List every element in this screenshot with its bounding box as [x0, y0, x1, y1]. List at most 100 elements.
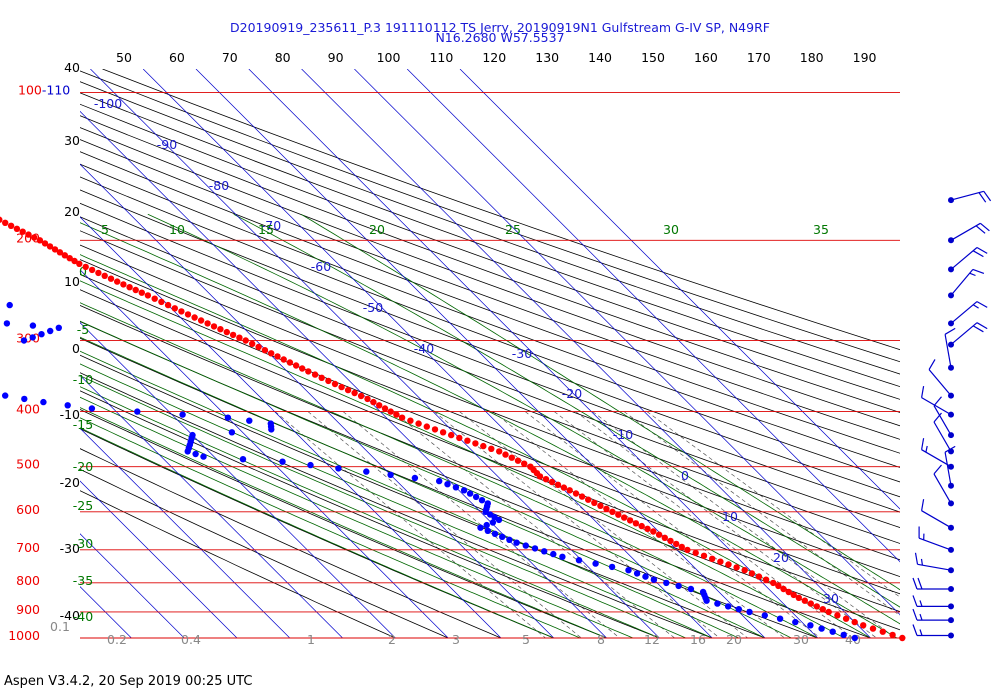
top-axis-label: 180 — [800, 50, 824, 65]
dry-adiabat-line — [80, 490, 396, 639]
dry-adiabat-line — [80, 337, 818, 639]
moist-adiabat-line — [80, 280, 845, 639]
temperature-point — [717, 558, 724, 565]
temperature-point — [496, 448, 503, 455]
pressure-label: 300 — [16, 330, 40, 345]
top-axis-label: 190 — [853, 50, 877, 65]
isotherm-label: -50 — [363, 300, 383, 315]
temperature-point — [655, 531, 663, 538]
moist-adiabat-line — [80, 302, 818, 639]
temperature-point — [869, 625, 877, 632]
wind-barb-staff — [921, 510, 952, 529]
wind-barb-flag — [921, 499, 925, 511]
dewpoint-point — [541, 548, 548, 555]
temperature-point — [51, 246, 59, 253]
dry-adiabat-line — [80, 372, 713, 639]
temperature-point — [364, 395, 371, 403]
top-axis-label: 120 — [482, 50, 506, 65]
wind-barb-flag — [917, 577, 923, 590]
temperature-point — [650, 528, 657, 535]
pressure-label: 800 — [16, 573, 40, 588]
temperature-point — [415, 420, 422, 427]
moist-adiabat-label: 35 — [813, 222, 829, 237]
wind-barb-flag — [928, 359, 936, 370]
temperature-point — [370, 398, 377, 406]
wind-barb-flag — [972, 268, 985, 274]
dewpoint-point — [192, 450, 199, 458]
dry-adiabat-line — [80, 81, 900, 375]
wind-barb-flag — [919, 613, 923, 621]
temperature-point — [748, 570, 756, 577]
temperature-point — [66, 255, 73, 262]
wind-barb-flag — [972, 250, 984, 258]
wind-barbs — [912, 190, 992, 639]
top-axis-label: 50 — [116, 50, 132, 65]
temperature-point — [292, 362, 300, 369]
pressure-label: 500 — [16, 457, 40, 472]
dry-adiabat-line — [80, 202, 900, 513]
moist-adiabat-label: 15 — [258, 222, 274, 237]
wind-barb-flag — [972, 304, 979, 309]
temperature-point — [813, 603, 820, 610]
dry-adiabat-line — [80, 216, 900, 528]
isotherm-line — [90, 69, 660, 639]
temperature-point — [638, 522, 645, 530]
isotherm-line — [80, 110, 607, 639]
left-axis-label: -20 — [60, 475, 80, 490]
dewpoint-point — [47, 327, 54, 335]
dewpoint-point — [472, 493, 480, 501]
temperature-point — [88, 266, 96, 274]
temperature-point — [407, 417, 414, 424]
isotherm-label: -70 — [261, 218, 281, 233]
isotherm-line — [195, 69, 766, 639]
left-axis-label: 10 — [64, 274, 80, 289]
mixing-ratio-label: 12 — [644, 632, 660, 647]
temperature-point — [554, 481, 562, 488]
pressure-label: 1000 — [8, 628, 40, 643]
dry-adiabat-line — [80, 151, 900, 454]
moist-adiabat-label: 5 — [101, 222, 109, 237]
temperature-point — [318, 374, 325, 381]
moist-adiabat-line — [233, 213, 900, 608]
temperature-point — [229, 331, 237, 339]
temperature-point — [144, 292, 152, 299]
isotherm-label: -60 — [311, 259, 331, 274]
mixing-ratio-label: 16 — [690, 632, 706, 647]
temperature-point — [325, 377, 332, 385]
temperature-point — [351, 389, 358, 397]
top-axis-label: 150 — [641, 50, 665, 65]
temperature-point — [61, 252, 68, 259]
isotherm-label: 10 — [722, 509, 738, 524]
temperature-point — [755, 573, 763, 580]
temperature-point — [578, 493, 586, 500]
dewpoint-point — [792, 618, 799, 626]
isotherm-label: -10 — [613, 427, 633, 442]
dewpoint-point — [38, 331, 45, 338]
wind-barb-flag — [912, 608, 918, 621]
isotherm-label: 30 — [823, 591, 839, 606]
temperature-point — [31, 234, 38, 241]
dry-adiabat-line — [80, 115, 900, 413]
wind-barb-flag — [919, 600, 923, 607]
temperature-point — [521, 460, 528, 467]
dewpoint-point — [184, 448, 191, 455]
temperature-point — [860, 622, 867, 629]
temperature-point — [536, 473, 544, 480]
moist-adiabat-line — [147, 213, 900, 625]
dry-adiabat-line — [80, 409, 607, 639]
top-axis-label: 100 — [377, 50, 401, 65]
temperature-point — [790, 591, 797, 599]
temperature-point — [673, 540, 680, 548]
dewpoint-point — [714, 600, 721, 607]
dry-adiabat-line — [80, 468, 449, 639]
mixing-ratio-label: 0.1 — [50, 619, 70, 634]
temperature-point — [120, 281, 127, 288]
dewpoint-point — [575, 557, 583, 564]
mixing-ratio-label: 0.2 — [107, 632, 127, 647]
moist-adiabat-label: -20 — [73, 459, 93, 474]
isotherm-label: -20 — [562, 386, 582, 401]
temperature-point — [472, 440, 479, 447]
temperature-point — [236, 334, 243, 341]
top-axis-label: 110 — [429, 50, 453, 65]
temperature-point — [376, 402, 383, 409]
